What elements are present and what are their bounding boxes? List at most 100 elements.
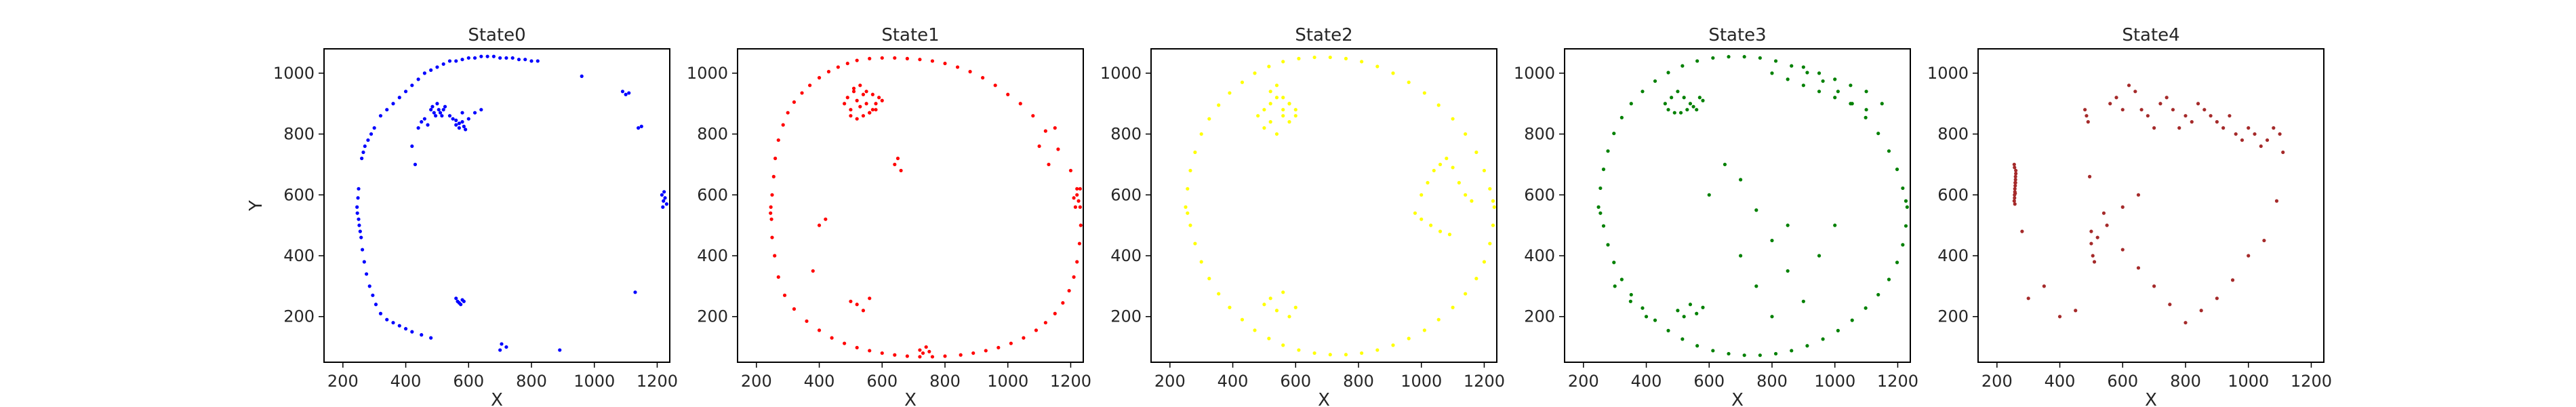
data-point [776,275,780,279]
data-point [1491,199,1495,203]
panel-title: State2 [1295,25,1352,45]
scatter-points [769,56,1083,359]
data-point [1360,351,1364,355]
y-tick-label: 600 [1524,185,1555,204]
data-point [2013,184,2017,188]
data-point [1672,111,1676,115]
data-point [1628,299,1632,303]
data-point [2087,174,2092,178]
data-point [893,56,897,60]
data-point [437,108,441,112]
data-point [2105,223,2109,227]
data-point [1420,193,1424,197]
data-point [457,121,461,125]
data-point [2152,126,2156,130]
data-point [364,272,369,276]
data-point [2013,166,2017,170]
data-point [1598,211,1603,215]
data-point [2183,114,2188,118]
data-point [1391,71,1395,75]
data-point [805,319,809,324]
data-point [1262,126,1266,130]
data-point [2013,196,2017,200]
data-point [1758,56,1762,60]
data-point [1445,156,1449,161]
y-tick-label: 1000 [1100,64,1142,83]
data-point [637,126,641,130]
panel-title: State0 [468,25,525,45]
data-point [1075,187,1079,191]
data-point [2262,238,2266,243]
data-point [1267,336,1271,341]
data-point [1742,55,1746,59]
data-point [868,296,872,301]
data-point [1887,149,1891,153]
data-point [1207,277,1211,281]
data-point [1606,149,1610,153]
panel-state1: State1 200 400 600 800 1000 1200 200 400 600 800 10… [687,25,1091,407]
x-tick-label: 600 [1693,372,1725,391]
data-point [1391,343,1395,347]
x-tick-label: 800 [1343,372,1374,391]
data-point [1801,299,1805,303]
data-point [1612,260,1616,265]
data-point [2127,83,2131,88]
data-point [880,98,884,102]
data-point [874,108,878,112]
data-point [792,100,797,104]
data-point [2209,114,2213,118]
data-point [1790,64,1794,68]
data-point [1267,64,1271,69]
data-point [1754,284,1758,288]
panel-title: State1 [881,25,939,45]
data-point [800,91,804,95]
data-point [1695,311,1699,315]
data-point [2114,96,2118,100]
data-point [385,108,389,112]
data-point [1217,292,1221,296]
data-point [1464,193,1468,197]
data-point [1077,241,1082,246]
data-point [2136,193,2141,197]
data-point [2085,114,2089,118]
data-point [1407,336,1411,341]
data-point [2013,174,2017,178]
data-point [1228,305,1232,309]
data-point [430,104,435,109]
x-axis-label: X [1731,390,1744,407]
data-point [662,190,666,194]
data-point [360,156,364,161]
data-point [422,71,426,75]
data-point [880,56,884,60]
data-point [2230,278,2235,282]
data-point [921,351,925,355]
data-point [355,211,359,215]
data-point [997,345,1001,350]
data-point [792,307,797,311]
data-point [773,156,778,161]
data-point [1253,71,1257,75]
data-point [460,111,464,115]
data-point [356,196,360,200]
data-point [2083,108,2087,112]
data-point [2013,178,2017,182]
data-point [2272,126,2276,130]
data-point [2215,296,2219,301]
data-point [943,354,947,358]
data-point [410,144,414,149]
data-point [454,59,458,63]
data-point [2013,191,2017,195]
scatter-points [1184,55,1496,357]
x-tick-label: 400 [1217,372,1249,391]
data-point [580,74,584,78]
data-point [1666,328,1670,332]
data-point [466,117,470,121]
data-point [943,61,947,66]
x-tick-label: 1200 [637,372,678,391]
data-point [959,353,963,357]
y-tick-label: 200 [283,307,315,326]
data-point [830,336,834,340]
data-point [391,102,395,106]
data-point [440,114,444,118]
x-axis-label: X [904,390,917,407]
